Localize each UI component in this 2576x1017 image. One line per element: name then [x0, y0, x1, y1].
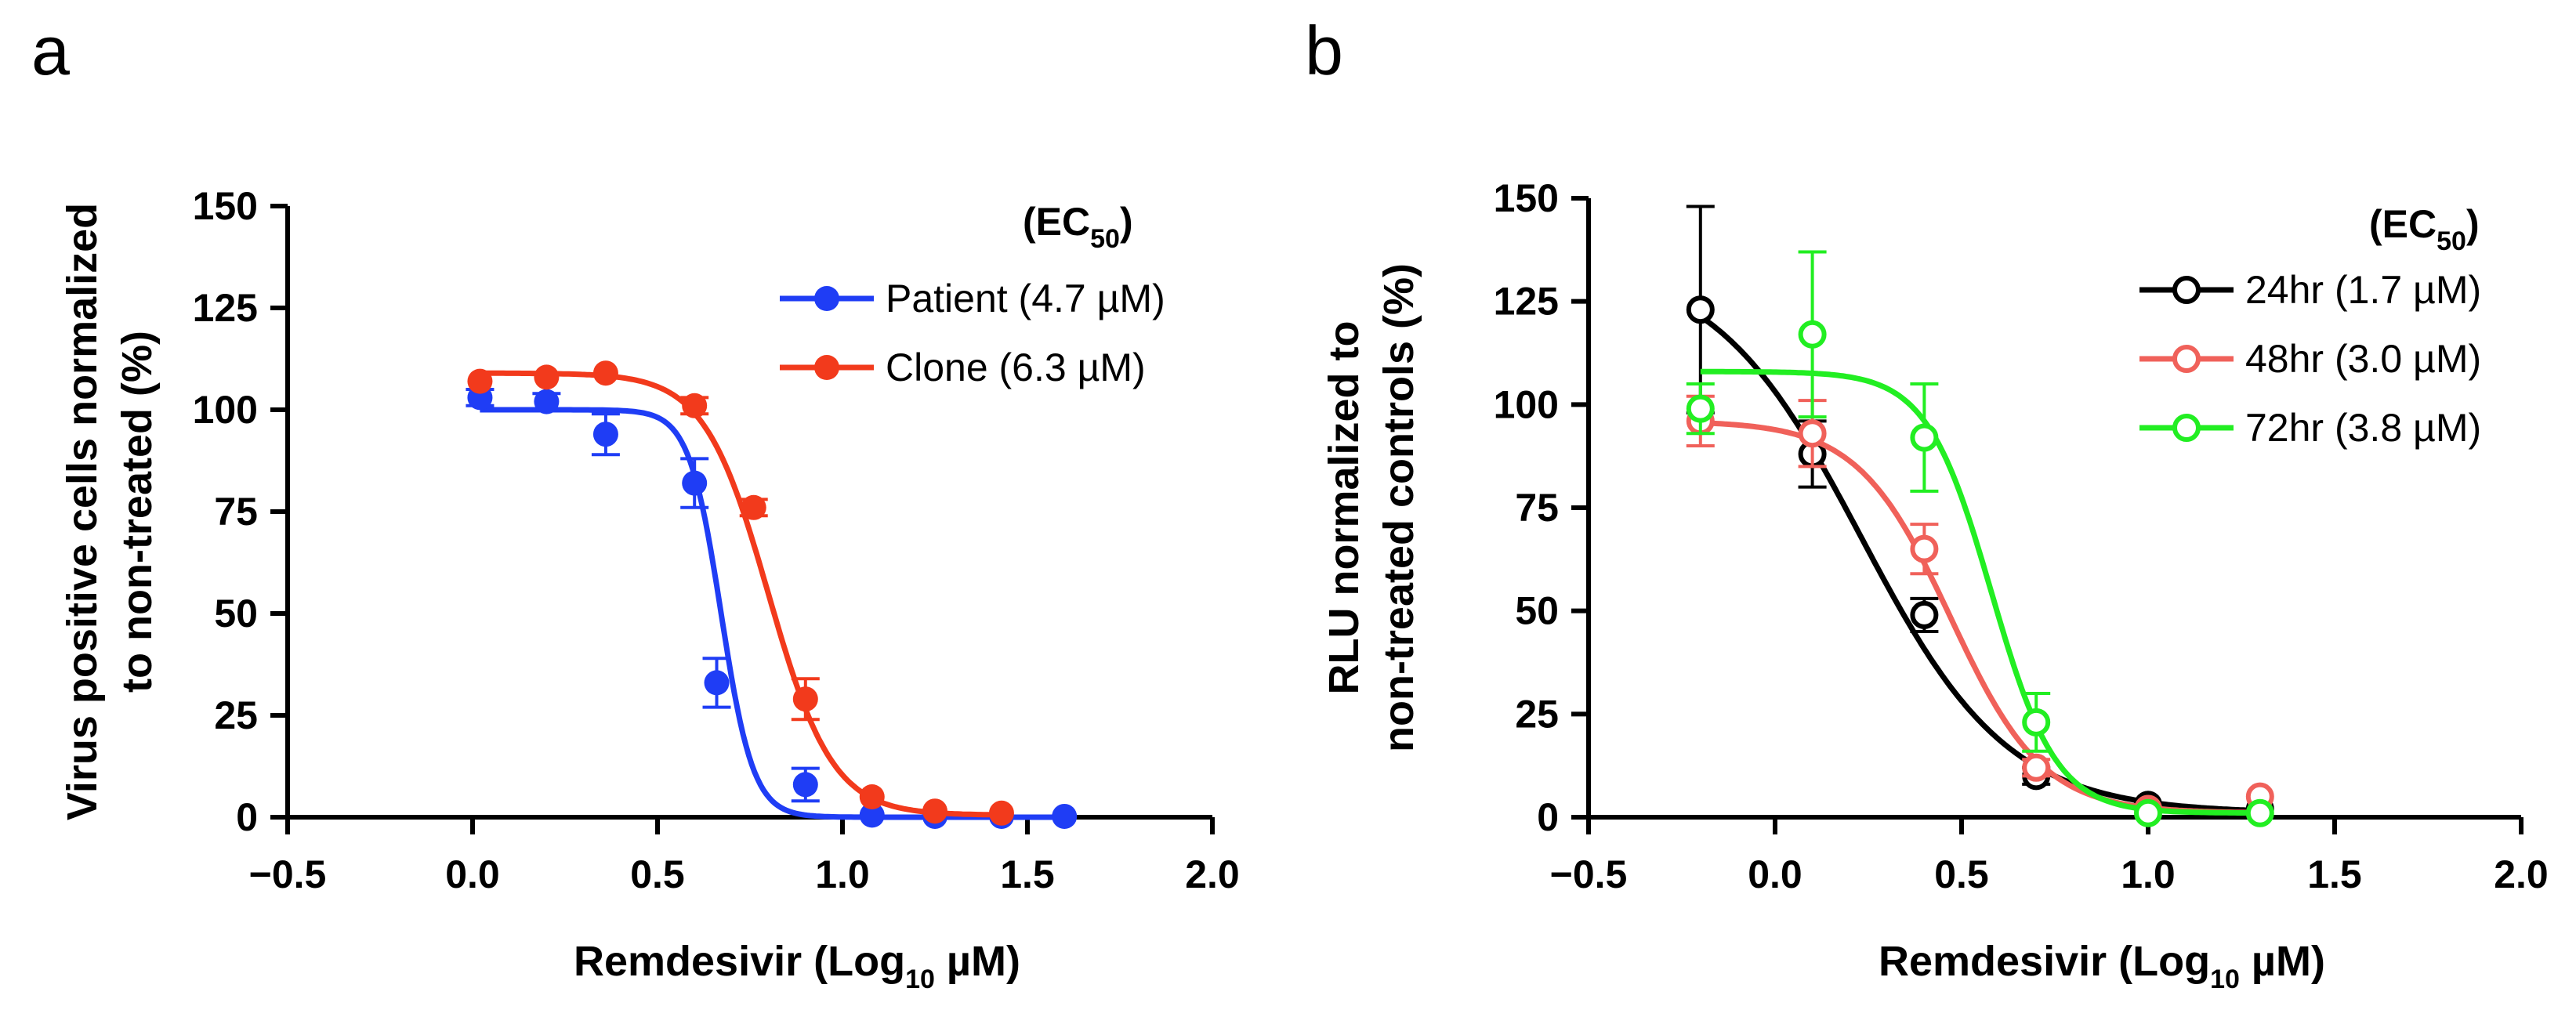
y-axis-label-line: to non-treated (%)	[114, 331, 161, 693]
x-axis-label-subscript: 10	[905, 965, 935, 994]
data-point	[682, 470, 708, 496]
x-axis-label-tail: µM)	[2240, 938, 2325, 985]
data-point	[1798, 320, 1827, 349]
fit-curve	[480, 407, 1065, 820]
y-tick-label: 100	[193, 388, 258, 432]
y-tick-label: 100	[1494, 382, 1559, 426]
x-tick-label: 1.0	[2121, 852, 2176, 896]
legend-title-main: (EC	[2369, 202, 2437, 246]
legend-title: (EC50)	[2369, 202, 2480, 256]
panel-b-letter: b	[1305, 12, 1343, 89]
data-point	[792, 686, 818, 712]
legend-label: 48hr (3.0 µM)	[2245, 337, 2481, 381]
legend-title-tail: )	[1120, 200, 1133, 244]
legend-marker	[2172, 345, 2201, 373]
y-axis-label-line: RLU normalized to	[1321, 320, 1368, 694]
y-tick-label: 50	[1515, 589, 1559, 633]
legend-marker	[2172, 276, 2201, 304]
data-point	[1798, 419, 1827, 448]
series-patient: Patient (4.7 µM)	[466, 277, 1165, 829]
x-tick-label: 1.5	[2307, 852, 2362, 896]
data-point	[2022, 708, 2051, 737]
fit-curve	[1698, 313, 2260, 814]
data-point	[1910, 600, 1939, 629]
x-tick-label: 0.5	[630, 852, 685, 896]
legend-marker	[814, 286, 839, 311]
fit-curve	[1700, 420, 2260, 816]
y-tick-label: 150	[1494, 176, 1559, 220]
data-point	[682, 393, 708, 418]
x-tick-label: 2.0	[2494, 852, 2549, 896]
y-tick-label: 125	[193, 286, 258, 330]
data-point	[859, 802, 885, 828]
chart-panel-b: −0.5 0.0 0.5 1.0 1.5 2.0 0 25 50 75 100 125 150 Remde…	[1321, 176, 2549, 994]
series-72hr: 72hr (3.8 µM)	[1686, 250, 2481, 827]
y-tick-label: 25	[1515, 692, 1559, 736]
data-point	[2022, 753, 2051, 782]
x-tick-label: 1.0	[815, 852, 870, 896]
data-point	[2245, 798, 2274, 827]
legend-marker	[814, 355, 839, 380]
legend-title: (EC50)	[1023, 200, 1133, 254]
y-axis-label-line: Virus positive cells normalized	[59, 203, 106, 820]
y-tick-label: 75	[1515, 486, 1559, 530]
x-axis-label: Remdesivir (Log10 µM)	[574, 938, 1020, 994]
legend-label: Clone (6.3 µM)	[886, 346, 1146, 389]
data-point	[1910, 534, 1939, 563]
data-point	[2134, 798, 2162, 827]
y-tick-label: 25	[214, 693, 258, 737]
x-tick-label: 0.5	[1934, 852, 1989, 896]
data-point	[741, 494, 766, 520]
data-point	[988, 800, 1014, 826]
x-axis-label-main: Remdesivir (Log	[1879, 938, 2210, 985]
series-24hr: 24hr (1.7 µM)	[1686, 204, 2481, 823]
x-axis-label-subscript: 10	[2210, 965, 2240, 994]
legend-label: Patient (4.7 µM)	[886, 277, 1165, 320]
data-point	[592, 360, 618, 386]
data-point	[534, 364, 560, 390]
x-tick-label: 1.5	[1000, 852, 1055, 896]
data-point	[1052, 803, 1078, 829]
y-tick-label: 125	[1494, 280, 1559, 324]
x-axis-label-main: Remdesivir (Log	[574, 938, 905, 985]
data-point	[592, 422, 618, 447]
chart-panel-a: −0.5 0.0 0.5 1.0 1.5 2.0 0 25 50 75 100 125 150 Remde…	[59, 184, 1240, 994]
data-point	[1686, 394, 1715, 423]
series-clone: Clone (6.3 µM)	[467, 346, 1146, 826]
data-point	[792, 772, 818, 798]
x-axis-label-tail: µM)	[935, 938, 1020, 985]
fit-curve	[480, 370, 1002, 818]
legend-title-subscript: 50	[1090, 224, 1120, 254]
data-point	[1910, 423, 1939, 452]
y-axis-label-line: non-treated controls (%)	[1375, 263, 1422, 752]
data-point	[859, 784, 885, 809]
x-tick-label: −0.5	[249, 852, 327, 896]
fit-curve	[1700, 368, 2260, 816]
y-tick-label: 0	[1537, 795, 1559, 839]
data-point	[467, 368, 493, 394]
y-tick-label: 75	[214, 490, 258, 534]
y-tick-label: 50	[214, 592, 258, 635]
y-tick-label: 0	[236, 795, 258, 839]
y-tick-label: 150	[193, 184, 258, 228]
legend-label: 24hr (1.7 µM)	[2245, 268, 2481, 312]
legend-label: 72hr (3.8 µM)	[2245, 406, 2481, 450]
x-tick-label: 0.0	[445, 852, 500, 896]
legend-title-tail: )	[2466, 202, 2480, 246]
legend-title-subscript: 50	[2437, 226, 2466, 256]
x-tick-label: −0.5	[1550, 852, 1628, 896]
x-axis-label: Remdesivir (Log10 µM)	[1879, 938, 2325, 994]
data-point	[922, 798, 947, 824]
legend-marker	[2172, 414, 2201, 442]
x-tick-label: 2.0	[1185, 852, 1240, 896]
data-point	[704, 670, 730, 696]
panel-a-letter: a	[31, 12, 70, 89]
data-point	[1686, 295, 1715, 324]
data-point	[534, 389, 560, 414]
x-tick-label: 0.0	[1748, 852, 1802, 896]
legend-title-main: (EC	[1023, 200, 1090, 244]
